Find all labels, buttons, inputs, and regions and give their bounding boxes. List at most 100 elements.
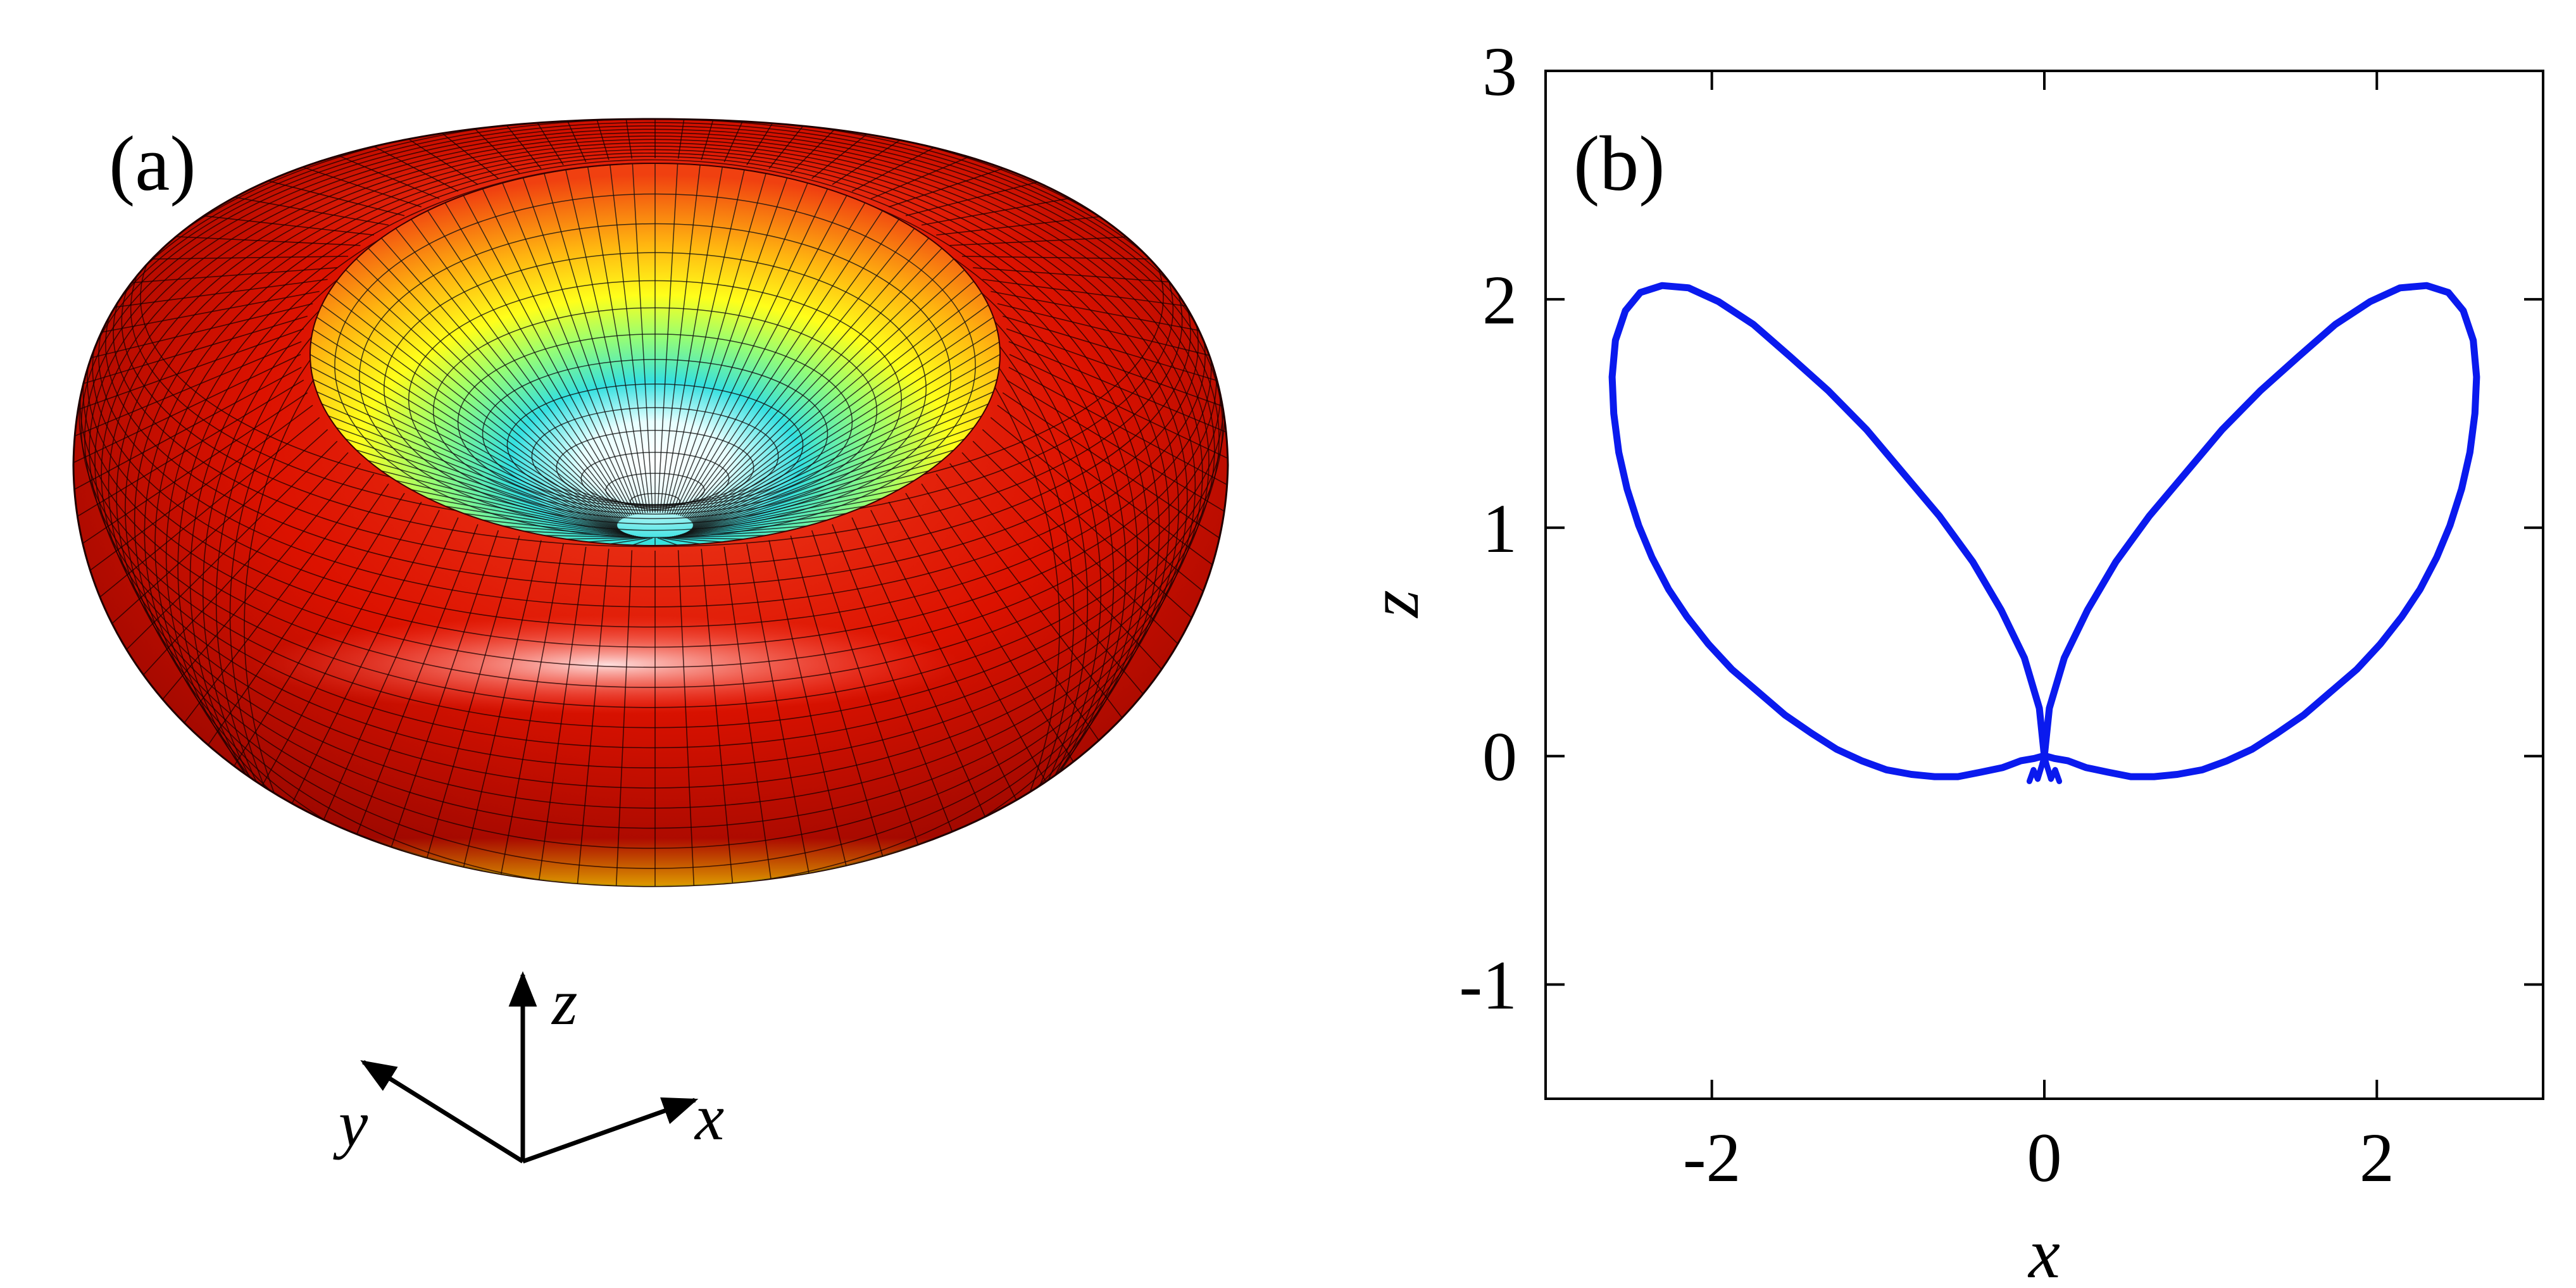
mesh-line	[417, 535, 520, 886]
mesh-line	[997, 404, 1228, 596]
mesh-line	[832, 524, 966, 865]
mesh-line	[345, 269, 622, 520]
mesh-line	[502, 525, 639, 537]
torus-inner-mesh	[310, 163, 1000, 546]
mesh-line	[482, 519, 637, 537]
y-tick-label: 2	[1482, 261, 1517, 339]
mesh-line	[686, 247, 942, 519]
mesh-line	[246, 501, 422, 815]
mesh-line	[664, 170, 745, 513]
mesh-line	[692, 341, 1000, 525]
mesh-line	[692, 316, 994, 523]
mesh-line	[678, 505, 865, 536]
mesh-line	[660, 165, 701, 513]
mesh-line	[687, 449, 954, 532]
mesh-line	[665, 537, 745, 540]
mesh-line	[768, 540, 855, 886]
mesh-line	[87, 119, 1217, 648]
mesh-line	[723, 546, 777, 886]
mesh-line	[666, 173, 766, 514]
mesh-line	[672, 525, 808, 537]
mesh-line	[411, 219, 629, 517]
mesh-line	[356, 258, 623, 520]
mesh-line	[368, 247, 624, 519]
mesh-line	[94, 135, 1210, 789]
mesh-line	[1008, 366, 1228, 511]
mesh-line	[328, 292, 620, 522]
y-tick-label: 1	[1482, 490, 1517, 567]
mesh-line	[73, 404, 313, 596]
x-tick-label: 2	[2360, 1119, 2394, 1196]
panel-a-label: (a)	[109, 120, 196, 207]
mesh-line	[565, 537, 646, 540]
y-axis-label: z	[1355, 590, 1434, 619]
mesh-line	[982, 429, 1228, 651]
mesh-line	[80, 125, 1223, 728]
mesh-line	[162, 473, 375, 751]
mesh-line	[905, 492, 1094, 795]
mesh-line	[691, 292, 982, 522]
mesh-line	[118, 256, 349, 260]
mesh-line	[380, 530, 499, 879]
mesh-line	[502, 182, 639, 515]
mesh-line	[689, 280, 974, 521]
mesh-line	[336, 280, 621, 521]
mesh-line	[544, 535, 643, 538]
mesh-line	[73, 291, 320, 339]
mesh-line	[689, 269, 965, 520]
mesh-line	[73, 303, 313, 367]
mesh-line	[660, 537, 701, 545]
mesh-line	[768, 119, 855, 169]
mesh-line	[657, 537, 678, 546]
mesh-line	[73, 315, 308, 396]
mesh-line	[1009, 354, 1228, 482]
y-axis-arrow	[360, 1060, 524, 1163]
mesh-line	[125, 149, 1179, 869]
mesh-line	[685, 470, 929, 534]
mesh-line	[746, 119, 816, 165]
pattern-lobe-line	[2041, 282, 2480, 780]
mesh-line	[463, 513, 634, 537]
mesh-line	[888, 501, 1065, 815]
panel-b: -2 0 2 -1 0 1 2 3 x z (b)	[1355, 33, 2544, 1288]
mesh-line	[316, 391, 618, 528]
mesh-line	[632, 537, 653, 546]
mesh-line	[73, 366, 302, 511]
mesh-line	[113, 119, 1191, 568]
mesh-line	[701, 549, 737, 886]
mesh-line	[84, 128, 1220, 749]
mesh-line	[310, 341, 618, 525]
mesh-line	[921, 483, 1122, 773]
mesh-line	[154, 159, 1149, 886]
mesh-line	[935, 473, 1148, 751]
mesh-line	[427, 210, 631, 516]
mesh-line	[587, 166, 649, 513]
mesh-line	[657, 163, 678, 513]
mesh-line	[669, 530, 787, 538]
mesh-line	[587, 537, 648, 542]
torus-surface	[72, 118, 1229, 887]
mesh-line	[73, 392, 308, 568]
mesh-line	[522, 177, 641, 514]
triad-z-label: z	[551, 966, 577, 1039]
mesh-line	[746, 544, 816, 886]
pattern-lobe-line	[2026, 753, 2054, 784]
mesh-line	[680, 497, 883, 535]
mesh-line	[673, 519, 828, 537]
mesh-line	[116, 146, 1188, 849]
mesh-line	[73, 417, 320, 624]
x-axis-arrow	[522, 1097, 699, 1164]
mesh-line	[427, 497, 630, 535]
mesh-line	[723, 119, 777, 163]
mesh-line	[89, 132, 1215, 769]
triad-x-label: x	[694, 1081, 724, 1154]
torus-inner-rim	[309, 163, 1001, 546]
mesh-line	[313, 328, 618, 525]
mesh-line	[661, 166, 723, 513]
mesh-line	[463, 195, 635, 515]
mesh-line	[381, 237, 625, 518]
mesh-line	[690, 427, 974, 531]
mesh-line	[328, 415, 620, 530]
mesh-line	[682, 489, 899, 535]
panel-b-label: (b)	[1573, 120, 1665, 207]
